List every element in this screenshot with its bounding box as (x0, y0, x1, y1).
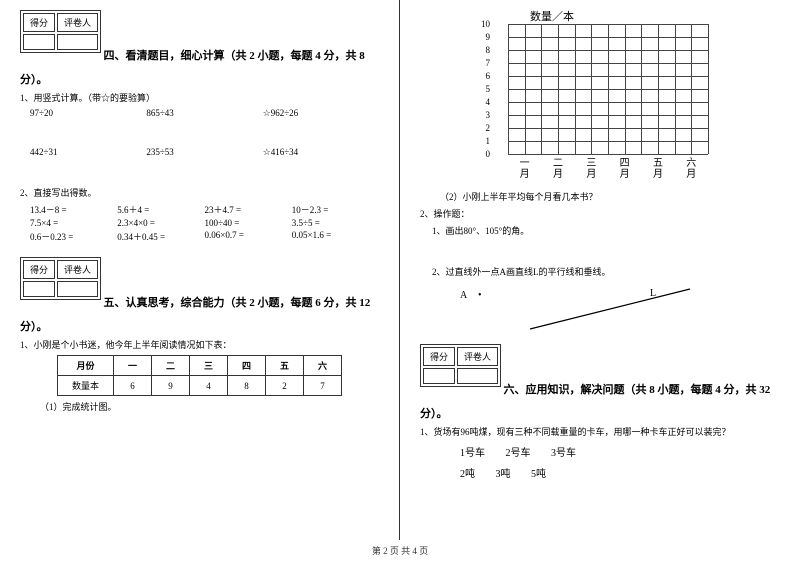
score-label: 得分 (23, 13, 55, 32)
section-5-title: 五、认真思考，综合能力（共 2 小题，每题 6 分，共 12 (104, 297, 371, 309)
tr-v6: 7 (304, 376, 342, 396)
line-l-label: L (650, 288, 656, 299)
s5-q2b: 2、过直线外一点A画直线L的平行线和垂线。 (432, 265, 780, 278)
weight-3: 5吨 (531, 469, 546, 480)
calc-2b: 235÷53 (146, 147, 262, 158)
chart-y-title: 数量／本 (530, 8, 574, 24)
th-m3: 三 (189, 356, 227, 376)
section-6-title-cont: 分）。 (420, 408, 448, 420)
truck-names: 1号车 2号车 3号车 (460, 444, 780, 459)
section-4-title: 四、看清题目，细心计算（共 2 小题，每题 4 分，共 8 (104, 50, 365, 62)
th-m4: 四 (228, 356, 266, 376)
oral-row-1: 13.4－8 = 5.6＋4 = 23＋4.7 = 10－2.3 = (30, 203, 379, 216)
line-l-svg (500, 284, 700, 334)
oral-1d: 10－2.3 = (292, 203, 379, 216)
calc-row-2: 442÷31 235÷53 ☆416÷34 (30, 147, 379, 158)
section-6-title: 六、应用知识，解决问题（共 8 小题，每题 4 分，共 32 (504, 384, 771, 396)
truck-2: 2号车 (506, 448, 531, 459)
th-m1: 一 (113, 356, 151, 376)
page-footer: 第 2 页 共 4 页 (0, 544, 800, 557)
oral-3b: 0.34＋0.45 = (117, 230, 204, 243)
grader-label: 评卷人 (57, 260, 98, 279)
s4-q1: 1、用竖式计算。（带☆的要验算） (20, 91, 379, 104)
section-5-header: 得分 评卷人 五、认真思考，综合能力（共 2 小题，每题 6 分，共 12 (20, 257, 379, 310)
point-a-label: A (460, 290, 467, 301)
section-4-title-cont: 分）。 (20, 74, 48, 86)
tr-v5: 2 (266, 376, 304, 396)
score-box-4: 得分 评卷人 (20, 10, 101, 53)
oral-3c: 0.06×0.7 = (205, 230, 292, 243)
th-m5: 五 (266, 356, 304, 376)
reading-table: 月份 一 二 三 四 五 六 数量本 6 9 4 8 2 7 (57, 355, 342, 396)
score-label: 得分 (23, 260, 55, 279)
oral-3a: 0.6－0.23 = (30, 230, 117, 243)
calc-1b: 865÷43 (146, 108, 262, 119)
oral-2b: 2.3×4×0 = (117, 218, 204, 228)
section-5-title-cont: 分）。 (20, 321, 48, 333)
right-column: 数量／本 109876543210 一月二月三月四月五月六月 （2）小刚上半年平… (400, 0, 800, 540)
oral-2d: 3.5÷5 = (292, 218, 379, 228)
s4-q2: 2、直接写出得数。 (20, 186, 379, 199)
s5-sub2: （2）小刚上半年平均每个月看几本书？ (440, 190, 780, 203)
calc-2a: 442÷31 (30, 147, 146, 158)
grader-label: 评卷人 (57, 13, 98, 32)
tr-label: 数量本 (57, 376, 113, 396)
calc-1c: ☆962÷26 (263, 108, 379, 119)
grader-label: 评卷人 (457, 347, 498, 366)
calc-2c: ☆416÷34 (263, 147, 379, 158)
oral-2c: 100÷40 = (205, 218, 292, 228)
tr-v4: 8 (228, 376, 266, 396)
tr-v3: 4 (189, 376, 227, 396)
calc-row-1: 97÷20 865÷43 ☆962÷26 (30, 108, 379, 119)
calc-1a: 97÷20 (30, 108, 146, 119)
s6-q1: 1、货场有96吨煤，现有三种不同载重量的卡车，用哪一种卡车正好可以装完？ (420, 425, 780, 438)
oral-1c: 23＋4.7 = (205, 203, 292, 216)
truck-3: 3号车 (551, 448, 576, 459)
score-box-6: 得分 评卷人 (420, 344, 501, 387)
tr-v1: 6 (113, 376, 151, 396)
section-4-header: 得分 评卷人 四、看清题目，细心计算（共 2 小题，每题 4 分，共 8 (20, 10, 379, 63)
left-column: 得分 评卷人 四、看清题目，细心计算（共 2 小题，每题 4 分，共 8 分）。… (0, 0, 400, 540)
truck-weights: 2吨 3吨 5吨 (460, 465, 780, 480)
s5-q2a: 1、画出80°、105°的角。 (432, 224, 780, 237)
tr-v2: 9 (151, 376, 189, 396)
score-box-5: 得分 评卷人 (20, 257, 101, 300)
oral-2a: 7.5×4 = (30, 218, 117, 228)
s5-sub1: （1）完成统计图。 (40, 400, 379, 413)
weight-1: 2吨 (460, 469, 475, 480)
oral-row-2: 7.5×4 = 2.3×4×0 = 100÷40 = 3.5÷5 = (30, 218, 379, 228)
th-month: 月份 (57, 356, 113, 376)
score-label: 得分 (423, 347, 455, 366)
section-6-header: 得分 评卷人 六、应用知识，解决问题（共 8 小题，每题 4 分，共 32 (420, 344, 780, 397)
th-m2: 二 (151, 356, 189, 376)
weight-2: 3吨 (496, 469, 511, 480)
th-m6: 六 (304, 356, 342, 376)
oral-1a: 13.4－8 = (30, 203, 117, 216)
x-axis-labels: 一月二月三月四月五月六月 (508, 158, 708, 180)
oral-3d: 0.05×1.6 = (292, 230, 379, 243)
truck-1: 1号车 (460, 448, 485, 459)
point-a-dot: • (478, 290, 482, 301)
s5-q1: 1、小刚是个小书迷，他今年上半年阅读情况如下表： (20, 338, 379, 351)
chart-grid (508, 24, 708, 154)
line-diagram: A • L (460, 284, 780, 344)
oral-1b: 5.6＋4 = (117, 203, 204, 216)
s5-q2: 2、操作题： (420, 207, 780, 220)
oral-row-3: 0.6－0.23 = 0.34＋0.45 = 0.06×0.7 = 0.05×1… (30, 230, 379, 243)
statistics-chart: 数量／本 109876543210 一月二月三月四月五月六月 (480, 10, 720, 180)
